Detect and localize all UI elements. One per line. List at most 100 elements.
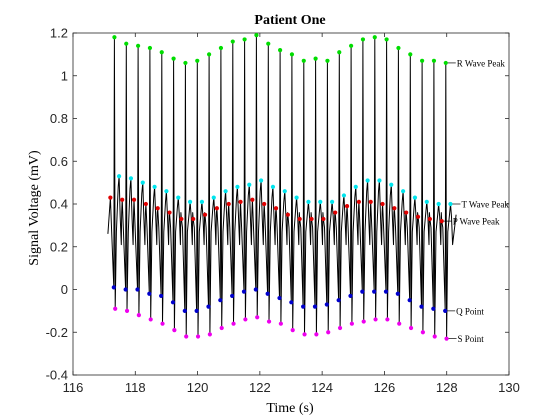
q-point-marker xyxy=(289,300,294,305)
t-wave-peak-marker xyxy=(330,199,335,204)
t-wave-peak-marker xyxy=(128,176,134,181)
r-wave-peak-marker xyxy=(147,45,153,51)
t-wave-peak-marker xyxy=(187,199,193,204)
s-point-marker xyxy=(113,306,118,311)
p-wave-peak-marker xyxy=(321,216,326,222)
t-wave-peak-marker xyxy=(401,189,406,194)
t-wave-peak-marker xyxy=(389,182,394,187)
r-wave-peak-marker xyxy=(408,52,413,57)
t-wave-peak-marker xyxy=(235,184,240,189)
s-point-marker xyxy=(231,321,236,326)
p-wave-peak-marker xyxy=(380,201,385,207)
r-wave-peak-marker xyxy=(278,48,283,53)
t-wave-peak-marker xyxy=(259,178,264,183)
r-wave-peak-marker xyxy=(135,43,141,48)
t-wave-peak-marker xyxy=(318,199,323,204)
p-wave-peak-marker xyxy=(285,212,290,217)
chart-title: Patient One xyxy=(254,13,325,28)
r-wave-peak-marker xyxy=(396,45,401,51)
q-point-marker xyxy=(360,289,365,294)
p-wave-peak-marker xyxy=(250,197,255,202)
r-wave-peak-marker xyxy=(431,58,437,63)
q-point-marker xyxy=(159,293,164,299)
annotation-label: S Point xyxy=(458,334,485,344)
r-wave-peak-marker xyxy=(325,58,330,63)
r-wave-peak-marker xyxy=(301,58,306,63)
t-wave-peak-marker xyxy=(341,193,347,198)
s-point-marker xyxy=(124,308,130,313)
p-wave-peak-marker xyxy=(309,216,314,222)
r-wave-peak-marker xyxy=(218,45,224,51)
y-tick-label: -0.2 xyxy=(46,325,68,340)
x-tick-label: 118 xyxy=(125,380,146,395)
q-point-marker xyxy=(135,287,140,292)
p-wave-peak-marker xyxy=(191,216,196,222)
y-tick-label: 0.8 xyxy=(50,111,68,126)
s-point-marker xyxy=(326,330,331,335)
s-point-marker xyxy=(432,334,437,339)
p-wave-peak-marker xyxy=(238,199,243,204)
p-wave-peak-marker xyxy=(404,210,409,215)
r-wave-peak-marker xyxy=(289,52,295,57)
q-point-marker xyxy=(419,304,424,309)
t-wave-peak-marker xyxy=(306,199,311,204)
r-wave-peak-marker xyxy=(254,33,259,38)
t-wave-peak-marker xyxy=(448,201,453,207)
p-wave-peak-marker xyxy=(202,212,208,217)
s-point-marker xyxy=(172,328,177,333)
t-wave-peak-marker xyxy=(247,182,252,187)
r-wave-peak-marker xyxy=(313,56,318,61)
q-point-marker xyxy=(194,308,199,313)
p-wave-peak-marker xyxy=(344,204,350,209)
t-wave-peak-marker xyxy=(270,184,276,189)
t-wave-peak-marker xyxy=(116,174,122,179)
s-point-marker xyxy=(219,325,224,331)
s-point-marker xyxy=(136,313,141,318)
t-wave-peak-marker xyxy=(152,184,157,189)
y-tick-label: 1.2 xyxy=(50,26,68,41)
r-wave-peak-marker xyxy=(420,58,425,63)
s-point-marker xyxy=(361,319,366,324)
s-point-marker xyxy=(148,317,153,322)
q-point-marker xyxy=(111,285,116,290)
s-point-marker xyxy=(160,321,165,326)
p-wave-peak-marker xyxy=(333,210,338,215)
s-point-marker xyxy=(207,332,212,337)
t-wave-peak-marker xyxy=(436,201,441,207)
q-point-marker xyxy=(312,304,318,309)
q-point-marker xyxy=(123,287,128,292)
plot-area: 116 118 120 122 124 126 128 130 -0.4 -0.2 0 0.2 0.4 0… xyxy=(46,26,520,396)
p-wave-peak-marker xyxy=(427,216,432,222)
y-tick-label: 0 xyxy=(61,282,68,297)
t-wave-peak-marker xyxy=(365,178,370,183)
p-wave-peak-marker xyxy=(155,206,160,211)
t-wave-peak-marker xyxy=(164,189,169,194)
s-point-marker xyxy=(290,328,295,333)
annotation-label: P Wave Peak xyxy=(453,217,500,227)
p-wave-peak-marker xyxy=(179,216,184,222)
x-tick-label: 128 xyxy=(436,380,458,395)
s-point-marker xyxy=(184,334,189,339)
y-axis-label: Signal Voltage (mV) xyxy=(27,150,42,266)
p-wave-peak-marker xyxy=(439,219,444,224)
r-wave-peak-marker xyxy=(372,35,377,40)
s-point-marker xyxy=(349,321,354,326)
q-point-marker xyxy=(230,293,235,299)
t-wave-peak-marker xyxy=(412,195,418,200)
p-wave-peak-marker xyxy=(167,210,172,215)
r-wave-peak-marker xyxy=(443,60,448,66)
q-point-marker xyxy=(443,308,448,313)
q-point-marker xyxy=(324,302,329,307)
p-wave-peak-marker xyxy=(297,216,302,222)
r-wave-peak-marker xyxy=(159,50,164,55)
s-point-marker xyxy=(420,330,425,335)
q-point-marker xyxy=(147,291,152,296)
p-wave-peak-marker xyxy=(131,197,137,202)
q-point-marker xyxy=(277,295,282,301)
s-point-marker xyxy=(243,317,248,322)
r-wave-peak-marker xyxy=(112,35,117,40)
p-wave-peak-marker xyxy=(262,201,267,207)
y-tick-label: 0.2 xyxy=(50,239,68,254)
y-tick-label: 0.6 xyxy=(50,154,68,169)
r-wave-peak-marker xyxy=(183,60,188,66)
